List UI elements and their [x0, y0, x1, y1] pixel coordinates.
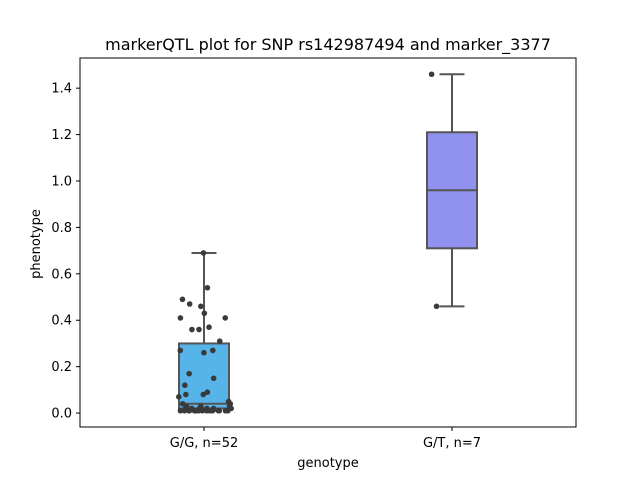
data-point	[186, 301, 193, 307]
box	[178, 342, 230, 410]
data-point	[200, 250, 207, 256]
data-point	[222, 407, 229, 414]
x-tick-label: G/T, n=7	[423, 436, 481, 451]
data-point	[215, 407, 222, 414]
box-group	[178, 251, 230, 412]
data-point	[179, 296, 186, 303]
data-point	[201, 349, 207, 356]
data-point	[182, 382, 188, 389]
data-point	[196, 326, 202, 333]
y-tick-label: 1.0	[51, 175, 72, 190]
y-tick-label: 1.2	[51, 128, 72, 143]
data-point	[210, 375, 217, 382]
plot-frame	[79, 57, 577, 428]
data-point	[206, 324, 212, 331]
data-point	[198, 303, 204, 310]
data-point	[200, 391, 207, 398]
data-point	[186, 407, 193, 414]
y-tick-label: 1.4	[51, 82, 72, 97]
data-point	[209, 407, 216, 414]
data-point	[201, 310, 208, 317]
data-point	[181, 407, 188, 414]
y-tick-label: 0.8	[51, 221, 72, 236]
data-point	[222, 315, 229, 321]
data-point	[189, 326, 195, 333]
data-point	[204, 389, 211, 395]
data-point	[176, 394, 182, 400]
plot-area: 0.0 0.2 0.4 0.6 0.8 1.0 1.2 1.4 G/G, n=52 G/T, n=…	[51, 57, 577, 451]
data-point	[177, 347, 184, 354]
y-tick-label: 0.2	[51, 360, 72, 375]
data-point	[216, 338, 223, 344]
y-tick-label: 0.0	[51, 407, 72, 422]
data-point	[428, 71, 435, 78]
y-tick-label: 0.4	[51, 314, 72, 329]
data-point	[177, 407, 184, 414]
y-axis-label: phenotype	[29, 209, 44, 279]
data-point	[433, 303, 440, 310]
y-tick-label: 0.6	[51, 267, 72, 282]
data-point	[186, 370, 192, 377]
data-point	[177, 315, 184, 321]
x-axis-label: genotype	[297, 456, 358, 471]
data-point	[210, 347, 216, 354]
data-point	[199, 407, 206, 414]
chart-title: markerQTL plot for SNP rs142987494 and m…	[105, 35, 551, 55]
x-tick-label: G/G, n=52	[170, 436, 238, 451]
data-point	[183, 391, 189, 398]
box-group	[426, 73, 478, 308]
data-point	[195, 407, 202, 414]
data-point	[204, 284, 211, 291]
